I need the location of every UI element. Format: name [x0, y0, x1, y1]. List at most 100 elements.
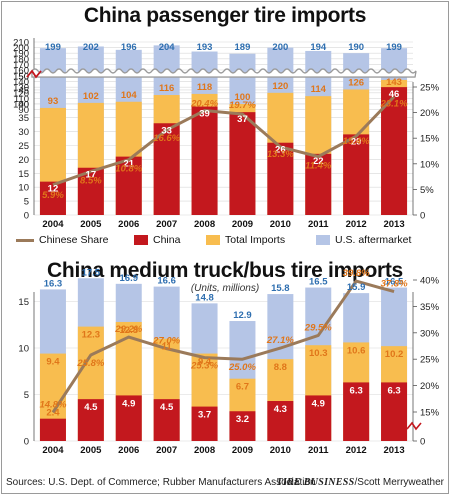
bar-china: [381, 382, 408, 441]
x-tick-label: 2013: [383, 219, 404, 230]
data-label-total: 11: [162, 342, 173, 353]
legend-china-label: China: [153, 234, 181, 246]
data-label-us: 200: [272, 42, 288, 53]
y-tick-right-label: 35%: [420, 302, 440, 313]
data-label-china: 17: [86, 170, 97, 181]
legend-item-total: Total Imports: [206, 234, 285, 246]
y-tick-left-label: 5: [24, 197, 29, 208]
y-tick-left-label: 210: [13, 38, 29, 49]
data-label-total: 143: [386, 77, 402, 88]
data-label-share: 20.4%: [190, 99, 218, 110]
data-label-total: 126: [348, 77, 364, 88]
legend-item-china: China: [134, 234, 180, 246]
y-tick-left-label: 180: [13, 54, 29, 65]
bar-china: [39, 418, 66, 441]
data-label-china: 4.9: [122, 398, 135, 409]
y-tick-right-label: 5%: [420, 185, 434, 196]
y-tick-left-label: 170: [13, 60, 29, 71]
x-tick-label: 2012: [346, 219, 367, 230]
y-tick-left-label: 100: [13, 100, 29, 111]
x-tick-label: 2005: [80, 219, 102, 230]
y-tick-left-label: 15: [18, 297, 29, 308]
bar-china: [191, 106, 218, 215]
share-line: [51, 279, 395, 414]
data-label-share: 27.0%: [152, 336, 180, 347]
legend-share-swatch: [16, 238, 34, 242]
data-label-share: 13.3%: [267, 149, 294, 160]
bar-china: [115, 395, 142, 441]
legend-china-swatch: [134, 235, 148, 245]
data-label-total: 6.7: [236, 382, 249, 393]
data-label-total: 9.4: [46, 357, 60, 368]
data-label-us: 190: [348, 42, 364, 53]
bar-china: [153, 399, 180, 441]
data-label-china: 6.3: [350, 385, 363, 396]
y-tick-left-label: 0: [24, 211, 29, 222]
data-label-us: 15.9: [347, 282, 366, 293]
data-label-total: 93: [48, 96, 59, 107]
bar-china: [115, 156, 142, 215]
y-tick-right-label: 0: [420, 211, 425, 222]
y-tick-left-label: 15: [18, 169, 29, 180]
y-tick-left-label: 25: [18, 141, 29, 152]
y-tick-left-label: 40: [18, 99, 29, 110]
data-label-us: 12.9: [233, 310, 252, 321]
y-tick-left-label: 35: [18, 113, 29, 124]
data-label-share: 16.6%: [153, 133, 180, 144]
passenger-chart-title: China passenger tire imports: [83, 4, 367, 27]
data-label-total: 10.6: [347, 345, 366, 356]
data-label-share: 5.9%: [42, 190, 64, 201]
data-label-us: 199: [45, 42, 61, 53]
data-label-china: 4.3: [274, 404, 287, 415]
data-label-share: 25.0%: [228, 362, 256, 373]
x-tick-label: 2006: [118, 219, 139, 230]
data-label-china: 29: [351, 136, 362, 147]
data-label-share: 25.3%: [190, 361, 218, 372]
data-label-china: 4.5: [84, 402, 98, 413]
y-tick-left-label: 45: [18, 85, 29, 96]
data-label-china: 4.9: [312, 398, 325, 409]
data-label-china: 3.2: [236, 414, 249, 425]
data-label-china: 46: [389, 89, 400, 100]
bar-china: [267, 142, 294, 215]
y-tick-left-label: 160: [13, 66, 29, 77]
data-label-china: 21: [123, 159, 134, 170]
x-tick-label: 2009: [232, 219, 253, 230]
data-label-us: 14.8: [195, 292, 214, 303]
y-tick-left-label: 190: [13, 49, 29, 60]
y-tick-right-label: 20%: [420, 381, 440, 392]
y-tick-left-label: 110: [14, 94, 29, 105]
x-tick-label: 2007: [156, 445, 177, 456]
x-tick-label: 2013: [383, 445, 404, 456]
y-tick-right-label: 25%: [420, 355, 440, 366]
data-label-share: 23.1%: [380, 99, 408, 110]
data-label-total: 8.8: [274, 362, 287, 373]
y-tick-left-label: 120: [13, 88, 29, 99]
x-tick-label: 2011: [308, 219, 329, 230]
data-label-share: 37.8%: [381, 279, 408, 290]
data-label-us: 16.5: [309, 277, 328, 288]
data-label-us: 194: [310, 42, 327, 53]
truck-chart-title: China medium truck/bus tire imports: [47, 259, 403, 282]
bar-china: [229, 112, 256, 215]
x-tick-label: 2005: [80, 445, 102, 456]
data-label-us: 16.5: [385, 277, 404, 288]
y-tick-right-label: 40%: [420, 276, 440, 287]
data-label-share: 25.8%: [76, 358, 104, 369]
data-label-share: 39.8%: [343, 268, 370, 279]
x-tick-label: 2008: [194, 219, 215, 230]
truck-chart-subtitle: (Units, millions): [190, 283, 260, 294]
data-label-total: 116: [159, 83, 174, 94]
legend-us-swatch: [316, 235, 330, 245]
legend-item-share: Chinese Share: [16, 234, 108, 246]
data-label-china: 26: [275, 145, 286, 156]
bar-china: [305, 395, 332, 441]
x-tick-label: 2004: [42, 445, 64, 456]
bar-china: [77, 399, 104, 441]
data-label-share: 8.5%: [80, 175, 102, 186]
data-label-us: 16.9: [120, 273, 139, 284]
bar-china: [229, 411, 256, 441]
x-tick-label: 2012: [346, 445, 367, 456]
data-label-us: 204: [159, 42, 176, 53]
